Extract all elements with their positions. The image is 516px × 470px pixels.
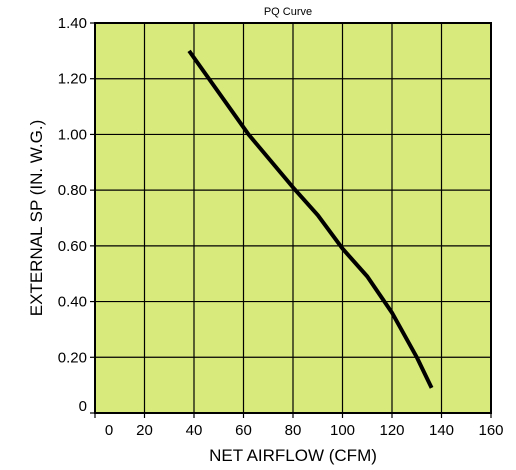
y-tick-label: 1.40 bbox=[58, 15, 87, 32]
y-tick-label: 0.40 bbox=[58, 294, 87, 311]
x-tick-label: 120 bbox=[379, 422, 404, 439]
y-tick-label: 1.00 bbox=[58, 126, 87, 143]
y-tick-label: 0.60 bbox=[58, 238, 87, 255]
x-tick-label: 20 bbox=[136, 422, 153, 439]
y-tick-label: 0 bbox=[79, 398, 87, 415]
x-tick-label: 40 bbox=[186, 422, 203, 439]
grid-lines bbox=[95, 23, 491, 413]
x-axis-label: NET AIRFLOW (CFM) bbox=[209, 446, 377, 465]
chart-title: PQ Curve bbox=[264, 6, 312, 18]
y-axis-ticks: 0 0.20 0.40 0.60 0.80 1.00 1.20 1.40 bbox=[58, 15, 95, 415]
x-tick-label: 160 bbox=[478, 422, 503, 439]
y-tick-label: 0.20 bbox=[58, 349, 87, 366]
x-tick-label: 80 bbox=[285, 422, 302, 439]
y-tick-label: 0.80 bbox=[58, 182, 87, 199]
y-tick-label: 1.20 bbox=[58, 71, 87, 88]
x-tick-label: 100 bbox=[330, 422, 355, 439]
x-axis-ticks: 0 20 40 60 80 100 120 140 160 bbox=[94, 413, 504, 439]
x-tick-label: 0 bbox=[105, 422, 113, 439]
y-axis-label: EXTERNAL SP (IN. W.G.) bbox=[27, 120, 46, 316]
x-tick-label: 140 bbox=[429, 422, 454, 439]
x-tick-label: 60 bbox=[235, 422, 252, 439]
pq-curve-line bbox=[187, 49, 434, 389]
